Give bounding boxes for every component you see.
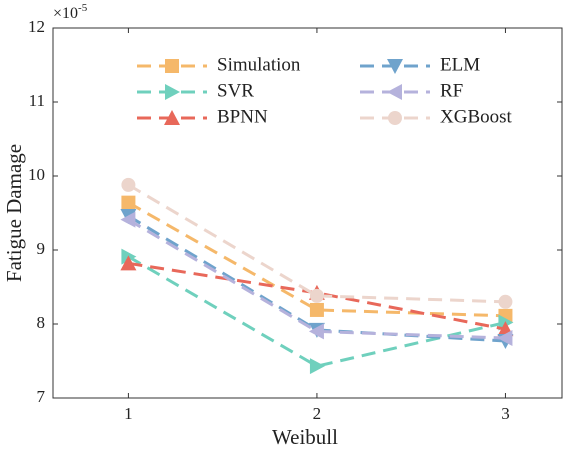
marker <box>164 110 180 125</box>
series-line <box>128 261 506 331</box>
marker <box>387 59 403 74</box>
marker <box>387 84 402 100</box>
marker <box>309 302 324 317</box>
marker <box>388 111 402 125</box>
legend-label: ELM <box>440 54 480 75</box>
x-tick-label: 2 <box>313 404 322 423</box>
y-axis-label: Fatigue Damage <box>2 144 26 282</box>
multiplier-exponent: -5 <box>78 2 88 14</box>
marker <box>165 84 180 100</box>
y-tick-label: 10 <box>28 165 45 184</box>
marker <box>120 255 137 271</box>
series-line <box>127 214 506 343</box>
series-line <box>127 183 506 304</box>
y-tick-label: 12 <box>28 17 45 36</box>
marker <box>165 59 179 73</box>
marker <box>120 211 136 228</box>
legend-label: BPNN <box>217 106 268 127</box>
legend-label: RF <box>440 80 463 101</box>
x-tick-label: 3 <box>501 404 510 423</box>
marker <box>309 358 325 375</box>
multiplier-base: ×10 <box>53 5 78 22</box>
plot-frame <box>52 27 563 399</box>
series-line <box>127 218 506 340</box>
legend-label: Simulation <box>217 54 301 75</box>
legend-label: XGBoost <box>440 106 513 127</box>
x-axis-label: Weibull <box>272 425 338 449</box>
marker <box>121 177 136 192</box>
series-line <box>127 255 506 368</box>
marker <box>308 323 324 340</box>
x-tick-label: 1 <box>124 404 133 423</box>
y-tick-label: 8 <box>37 313 46 332</box>
legend-label: SVR <box>217 80 254 101</box>
y-tick-label: 11 <box>29 91 45 110</box>
marker <box>121 195 136 210</box>
y-tick-label: 7 <box>37 387 46 406</box>
marker <box>497 330 513 347</box>
y-multiplier: ×10-5 <box>53 2 88 22</box>
marker <box>309 288 324 303</box>
marker <box>498 294 513 309</box>
series-line <box>127 201 506 318</box>
y-tick-label: 9 <box>37 239 46 258</box>
